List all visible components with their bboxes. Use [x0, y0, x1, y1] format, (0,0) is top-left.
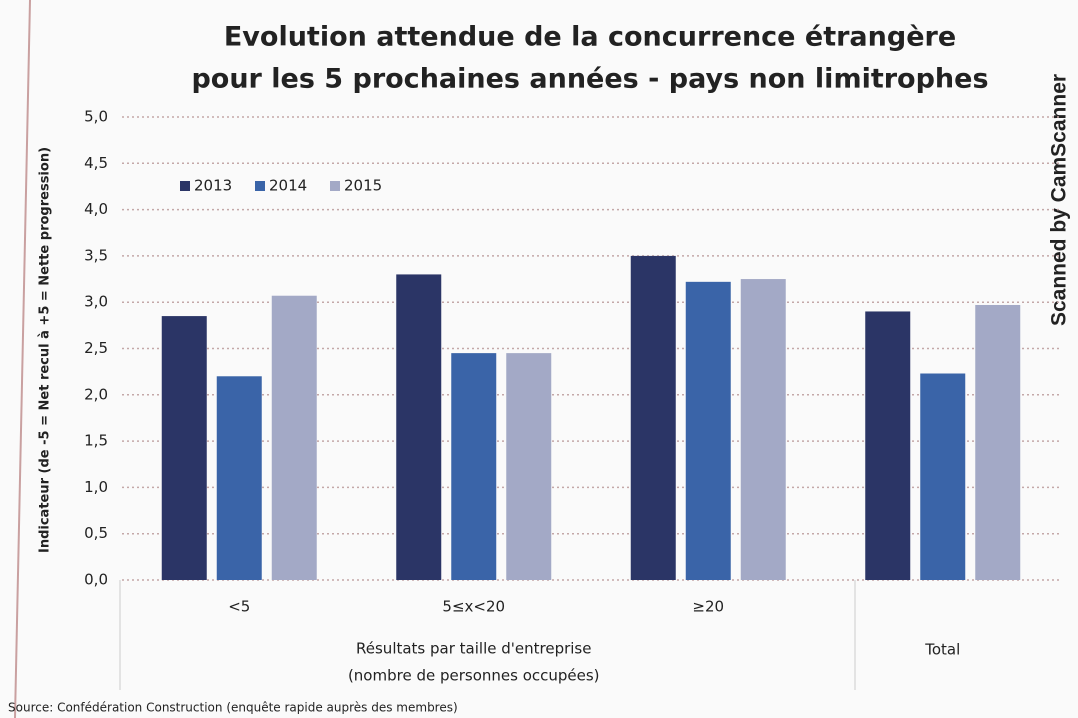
legend-swatch [255, 181, 265, 191]
legend-label: 2015 [344, 177, 382, 195]
legend-label: 2014 [269, 177, 307, 195]
y-tick-label: 2,0 [84, 385, 108, 403]
y-tick-label: 0,5 [84, 524, 108, 542]
x-tick-label: ≥20 [692, 598, 724, 616]
bar [685, 281, 731, 580]
bar [506, 353, 552, 580]
legend-swatch [180, 181, 190, 191]
y-tick-label: 4,5 [84, 154, 108, 172]
bar [975, 304, 1021, 580]
y-tick-label: 3,5 [84, 246, 108, 264]
legend-label: 2013 [194, 177, 232, 195]
y-axis-label: Indicateur (de -5 = Net recul à +5 = Net… [38, 147, 53, 553]
bar [630, 255, 676, 580]
x-tick-label: 5≤x<20 [442, 598, 505, 616]
bar [920, 373, 966, 580]
group-label: (nombre de personnes occupées) [348, 667, 600, 685]
y-tick-label: 1,5 [84, 432, 108, 450]
y-tick-label: 5,0 [84, 108, 108, 126]
page-edge [14, 0, 31, 718]
y-tick-label: 4,0 [84, 200, 108, 218]
group-label: Résultats par taille d'entreprise [356, 640, 591, 658]
legend-swatch [330, 181, 340, 191]
group-label: Total [924, 641, 960, 659]
watermark: Scanned by CamScanner [1048, 74, 1071, 326]
chart-title: pour les 5 prochaines années - pays non … [191, 64, 988, 95]
source: Source: Confédération Construction (enqu… [8, 701, 458, 715]
y-tick-label: 2,5 [84, 339, 108, 357]
bar [271, 295, 317, 580]
chart-title: Evolution attendue de la concurrence étr… [224, 22, 956, 53]
y-tick-label: 1,0 [84, 478, 108, 496]
bar [161, 316, 207, 580]
bar [216, 376, 262, 580]
bar [396, 274, 442, 580]
y-tick-label: 0,0 [84, 571, 108, 589]
bar [740, 279, 786, 580]
y-tick-label: 3,0 [84, 293, 108, 311]
bar [451, 353, 497, 580]
bar [865, 311, 911, 580]
x-tick-label: <5 [228, 598, 250, 616]
